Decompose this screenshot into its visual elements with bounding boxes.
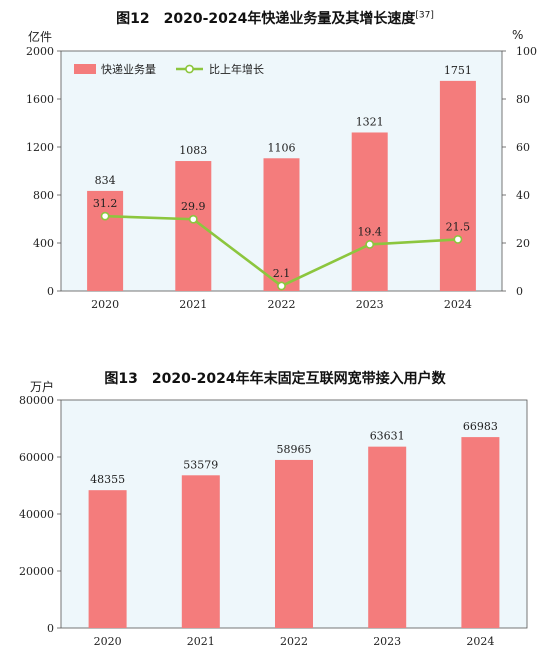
chart12-left-unit: 亿件 <box>28 30 53 44</box>
chart13-y-tick-label: 60000 <box>19 451 54 464</box>
chart12-growth-value-label: 31.2 <box>93 197 118 210</box>
chart13-bar-value-label: 58965 <box>277 443 312 456</box>
chart12-left-tick-label: 1200 <box>26 141 54 154</box>
chart12-growth-value-label: 2.1 <box>273 267 291 280</box>
chart12-growth-point <box>188 214 198 224</box>
chart13-unit: 万户 <box>30 380 55 394</box>
chart12-growth-value-label: 19.4 <box>357 225 382 238</box>
chart13-bar <box>275 459 313 628</box>
chart12-x-tick-label: 2023 <box>356 298 384 311</box>
chart13-bar <box>461 437 500 628</box>
chart12-right-tick-label: 100 <box>516 45 537 58</box>
chart13-bar-value-label: 53579 <box>183 458 218 471</box>
chart12-growth-value-label: 29.9 <box>181 200 206 213</box>
chart13-bar-value-label: 48355 <box>90 473 125 486</box>
chart13-x-tick-label: 2021 <box>187 635 215 648</box>
chart13-bar-value-label: 63631 <box>370 430 405 443</box>
chart12-legend-line-label: 比上年增长 <box>209 62 264 76</box>
chart12-growth-point <box>453 234 463 244</box>
chart13-bar <box>368 446 407 628</box>
chart12-right-tick-label: 20 <box>516 237 530 250</box>
chart12-right-tick-label: 40 <box>516 189 530 202</box>
chart12-legend-bar-swatch <box>74 64 96 74</box>
chart13-x-tick-label: 2020 <box>94 635 122 648</box>
chart12-bar <box>439 80 476 291</box>
chart12-left-tick-label: 0 <box>47 285 54 298</box>
chart12-right-unit: % <box>512 28 524 42</box>
chart13-x-tick-label: 2024 <box>466 635 494 648</box>
chart12-x-tick-label: 2020 <box>91 298 119 311</box>
chart12-growth-value-label: 21.5 <box>446 220 471 233</box>
chart13-bar <box>181 475 220 628</box>
chart12-left-tick-label: 400 <box>33 237 54 250</box>
chart12-title-note: [37] <box>415 10 434 21</box>
chart12-right-tick-label: 80 <box>516 93 530 106</box>
chart12-growth-point <box>365 240 375 249</box>
chart13-y-tick-label: 20000 <box>19 565 54 578</box>
chart12-bar-value-label: 1321 <box>356 115 384 128</box>
chart12-bar-value-label: 1751 <box>444 64 472 77</box>
chart12-growth-point <box>100 211 110 221</box>
chart12-bar-value-label: 834 <box>95 174 116 187</box>
chart12-right-tick-label: 0 <box>516 285 523 298</box>
chart12-x-tick-label: 2024 <box>444 298 472 311</box>
chart13-x-tick-label: 2023 <box>373 635 401 648</box>
chart12-left-tick-label: 1600 <box>26 93 54 106</box>
chart13-y-tick-label: 80000 <box>19 394 54 407</box>
chart12-bar <box>175 161 212 291</box>
chart12-left-tick-label: 800 <box>33 189 54 202</box>
chart13-title: 图13 2020-2024年年末固定互联网宽带接入用户数 <box>104 371 446 387</box>
chart12-x-tick-label: 2022 <box>268 298 296 311</box>
chart12-right-tick-label: 60 <box>516 141 530 154</box>
chart12-x-tick-label: 2021 <box>179 298 207 311</box>
chart13-x-tick-label: 2022 <box>280 635 308 648</box>
chart12-bar <box>351 132 388 291</box>
chart12-growth-point <box>277 281 286 291</box>
chart12-bar-value-label: 1106 <box>268 141 296 154</box>
chart13-bar-value-label: 66983 <box>463 420 498 433</box>
chart13-y-tick-label: 0 <box>47 622 54 635</box>
chart12-bar <box>87 190 124 291</box>
chart12-legend-line-marker <box>185 64 194 74</box>
chart12-left-tick-label: 2000 <box>26 45 54 58</box>
chart12-legend-bar-label: 快递业务量 <box>101 62 156 76</box>
chart12-bar-value-label: 1083 <box>179 144 207 157</box>
chart13-bar <box>88 490 127 628</box>
chart12-bar <box>263 158 300 291</box>
chart13-y-tick-label: 40000 <box>19 508 54 521</box>
chart12-title: 图12 2020-2024年快递业务量及其增长速度[37] <box>116 10 434 27</box>
